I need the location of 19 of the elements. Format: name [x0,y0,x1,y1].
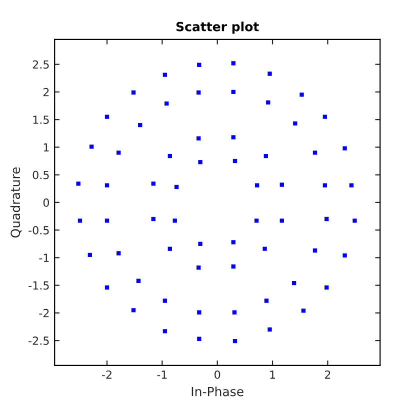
y-tick-label: -0.5 [28,226,49,234]
y-axis-title: Quadrature [10,167,22,238]
y-tick-label: -2.5 [28,336,49,345]
y-tick-label: -1.5 [28,281,49,290]
y-tick-label: -1 [39,254,49,262]
x-tick-label: -1 [157,370,167,379]
y-tick-label: 1 [44,143,49,152]
x-tick-label: 1 [270,370,276,379]
y-tick-label: 1.5 [33,116,49,124]
y-tick-label: 0 [43,198,49,207]
y-tick-label: -2 [39,308,49,318]
x-tick-label: 0 [214,370,220,379]
y-tick-label: 2 [43,88,49,96]
x-tick-label: 2 [324,370,330,379]
x-axis-title: In-Phase [192,386,244,396]
x-tick-label: -2 [102,370,112,379]
chart-title: Scatter plot [176,22,259,34]
y-tick-label: 2.5 [32,60,49,69]
y-tick-label: 0.5 [32,170,49,180]
